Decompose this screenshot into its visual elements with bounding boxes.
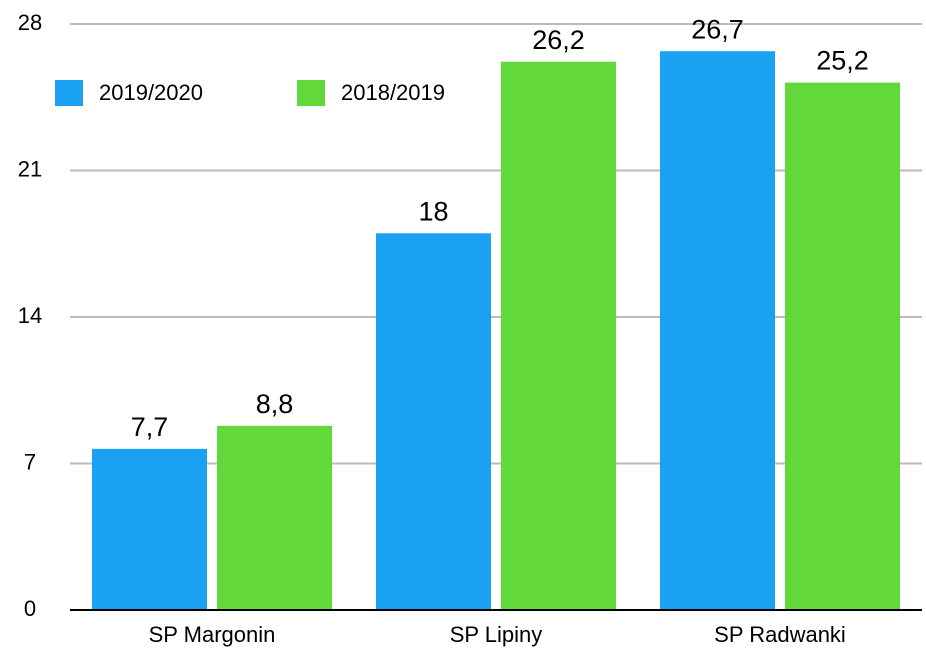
bar [217,425,332,610]
x-tick-label: SP Margonin [149,622,276,647]
bar [501,61,616,610]
value-label: 26,2 [532,25,585,55]
legend-label: 2019/2020 [99,80,203,105]
legend-swatch [55,80,83,106]
bar [92,448,207,610]
value-label: 8,8 [256,389,294,419]
value-label: 26,7 [691,14,744,44]
y-tick-label: 14 [18,303,42,328]
legend-label: 2018/2019 [341,80,445,105]
x-tick-label: SP Lipiny [450,622,543,647]
bar [785,82,900,611]
legend-swatch [297,80,325,106]
y-tick-label: 28 [18,10,42,35]
y-tick-label: 0 [24,596,36,621]
bar [660,51,775,610]
x-tick-label: SP Radwanki [714,622,846,647]
y-tick-label: 21 [18,156,42,181]
bar [376,233,491,611]
value-label: 18 [418,196,448,226]
y-tick-label: 7 [24,449,36,474]
value-label: 25,2 [816,46,869,76]
value-label: 7,7 [131,412,169,442]
